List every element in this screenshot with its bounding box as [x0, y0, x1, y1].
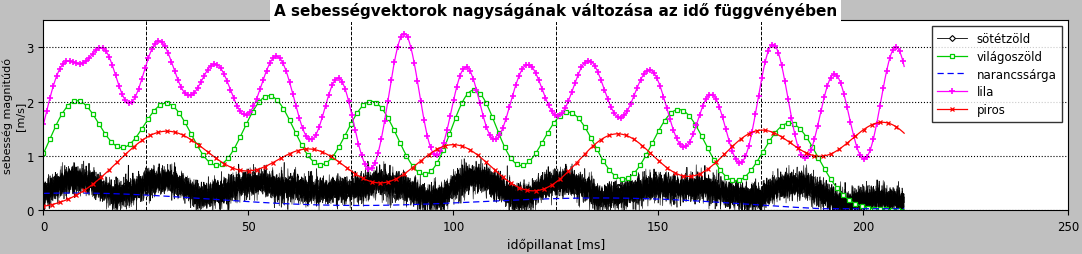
sötétzöld: [189, 186, 202, 189]
piros: [813, 155, 826, 158]
narancssárga: [66, 192, 79, 195]
Legend: sötétzöld, világoszöld, narancssárga, lila, piros: sötétzöld, világoszöld, narancssárga, li…: [932, 27, 1063, 122]
Title: A sebességvektorok nagyságának változása az idő függvényében: A sebességvektorok nagyságának változása…: [274, 3, 837, 19]
Line: piros: piros: [41, 120, 907, 209]
Y-axis label: sebesség magnitúdó
[m/s]: sebesség magnitúdó [m/s]: [3, 58, 25, 173]
lila: [814, 116, 827, 119]
piros: [530, 189, 543, 192]
lila: [188, 91, 201, 94]
világoszöld: [813, 158, 826, 161]
piros: [876, 121, 889, 124]
sötétzöld: [37, 188, 50, 191]
narancssárga: [189, 197, 202, 200]
lila: [37, 123, 50, 126]
narancssárga: [813, 207, 826, 210]
lila: [898, 66, 911, 69]
narancssárga: [728, 202, 741, 205]
lila: [728, 156, 741, 159]
piros: [188, 141, 201, 145]
sötétzöld: [898, 206, 911, 209]
világoszöld: [188, 139, 201, 142]
piros: [188, 141, 201, 144]
világoszöld: [898, 209, 911, 212]
lila: [364, 168, 377, 171]
sötétzöld: [814, 192, 827, 195]
sötétzöld: [826, 209, 839, 212]
világoszöld: [728, 180, 741, 183]
sötétzöld: [531, 197, 544, 200]
sötétzöld: [728, 190, 741, 194]
Line: narancssárga: narancssárga: [43, 193, 905, 209]
narancssárga: [816, 207, 829, 210]
lila: [188, 92, 201, 95]
sötétzöld: [419, 209, 432, 212]
Line: sötétzöld: sötétzöld: [41, 162, 907, 212]
világoszöld: [467, 89, 480, 92]
világoszöld: [37, 152, 50, 155]
X-axis label: időpillanat [ms]: időpillanat [ms]: [506, 238, 605, 251]
piros: [37, 205, 50, 208]
Line: világoszöld: világoszöld: [41, 88, 907, 212]
világoszöld: [531, 149, 544, 152]
lila: [398, 33, 411, 36]
lila: [531, 77, 544, 81]
piros: [898, 132, 911, 135]
piros: [826, 152, 839, 155]
narancssárga: [898, 207, 911, 210]
narancssárga: [188, 197, 201, 200]
sötétzöld: [82, 162, 95, 165]
narancssárga: [37, 192, 50, 195]
világoszöld: [188, 141, 201, 144]
piros: [727, 144, 740, 147]
narancssárga: [531, 198, 544, 201]
lila: [826, 74, 839, 77]
Line: lila: lila: [40, 31, 908, 173]
narancssárga: [826, 207, 839, 210]
világoszöld: [826, 180, 839, 183]
sötétzöld: [188, 188, 201, 192]
